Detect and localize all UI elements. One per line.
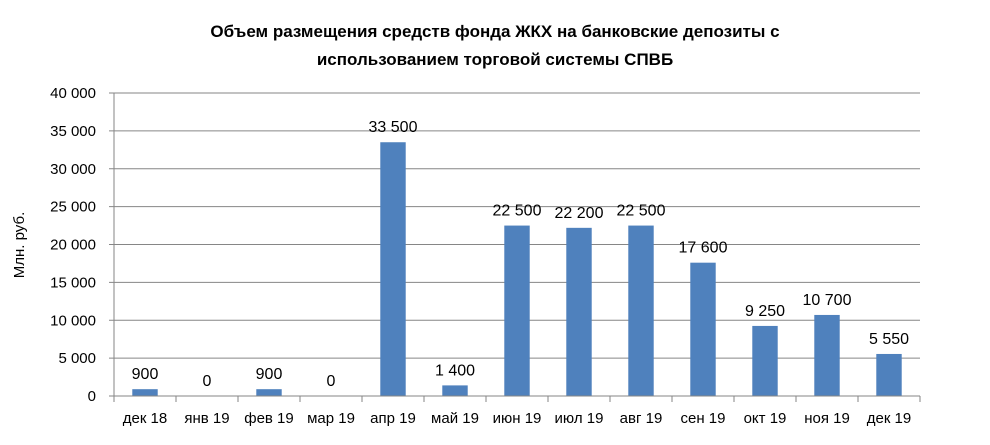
data-label: 900 <box>132 366 159 383</box>
data-label: 22 500 <box>493 203 542 220</box>
x-tick-label: окт 19 <box>744 410 787 427</box>
y-tick-label: 5 000 <box>58 350 96 367</box>
bar <box>442 385 468 396</box>
y-tick-label: 20 000 <box>50 237 96 254</box>
bar <box>380 142 406 396</box>
y-tick-label: 35 000 <box>50 123 96 140</box>
data-labels: 900 0 900 0 33 500 1 400 22 500 22 200 22 500 17 … <box>132 119 909 390</box>
y-axis-title: Млн. руб. <box>11 212 28 278</box>
bars <box>132 142 902 396</box>
x-tick-label: мар 19 <box>307 410 355 427</box>
y-tick-label: 25 000 <box>50 199 96 216</box>
x-tick-label: апр 19 <box>370 410 416 427</box>
data-label: 22 500 <box>617 203 666 220</box>
y-tick-label: 0 <box>88 388 96 405</box>
chart-title-line-2: использованием торговой системы СПВБ <box>317 50 673 69</box>
y-tick-label: 10 000 <box>50 312 96 329</box>
x-tick-label: дек 19 <box>867 410 912 427</box>
bar <box>504 225 530 396</box>
bar <box>256 389 282 396</box>
data-label: 9 250 <box>745 303 785 320</box>
data-label: 900 <box>256 366 283 383</box>
data-label: 1 400 <box>435 362 475 379</box>
data-label: 10 700 <box>803 292 852 309</box>
x-tick-label: ноя 19 <box>804 410 850 427</box>
bar <box>690 262 716 396</box>
data-label: 5 550 <box>869 331 909 348</box>
x-tick-label: авг 19 <box>620 410 663 427</box>
x-tick-label: янв 19 <box>184 410 229 427</box>
data-label: 0 <box>327 373 336 390</box>
x-tick-label: дек 18 <box>123 410 168 427</box>
x-tick-label: июл 19 <box>555 410 604 427</box>
x-tick-label: фев 19 <box>244 410 294 427</box>
bar <box>566 227 592 396</box>
x-tick-label: июн 19 <box>493 410 542 427</box>
y-tick-labels: 0 5 000 10 000 15 000 20 000 25 000 30 000 35 0… <box>50 85 114 405</box>
bar <box>132 389 158 396</box>
data-label: 17 600 <box>679 240 728 257</box>
y-tick-label: 15 000 <box>50 274 96 291</box>
bar <box>814 314 840 396</box>
bar <box>876 353 902 396</box>
data-label: 33 500 <box>369 119 418 136</box>
y-tick-label: 30 000 <box>50 161 96 178</box>
data-label: 22 200 <box>555 205 604 222</box>
x-tick-label: сен 19 <box>681 410 726 427</box>
axes <box>113 93 920 397</box>
data-label: 0 <box>203 373 212 390</box>
bar <box>628 225 654 396</box>
chart-title-line-1: Объем размещения средств фонда ЖКХ на ба… <box>210 22 779 41</box>
x-tick-labels: дек 18 янв 19 фев 19 мар 19 апр 19 май 19 июн … <box>113 396 921 427</box>
bar <box>752 325 778 396</box>
x-tick-label: май 19 <box>431 410 479 427</box>
y-tick-label: 40 000 <box>50 85 96 102</box>
